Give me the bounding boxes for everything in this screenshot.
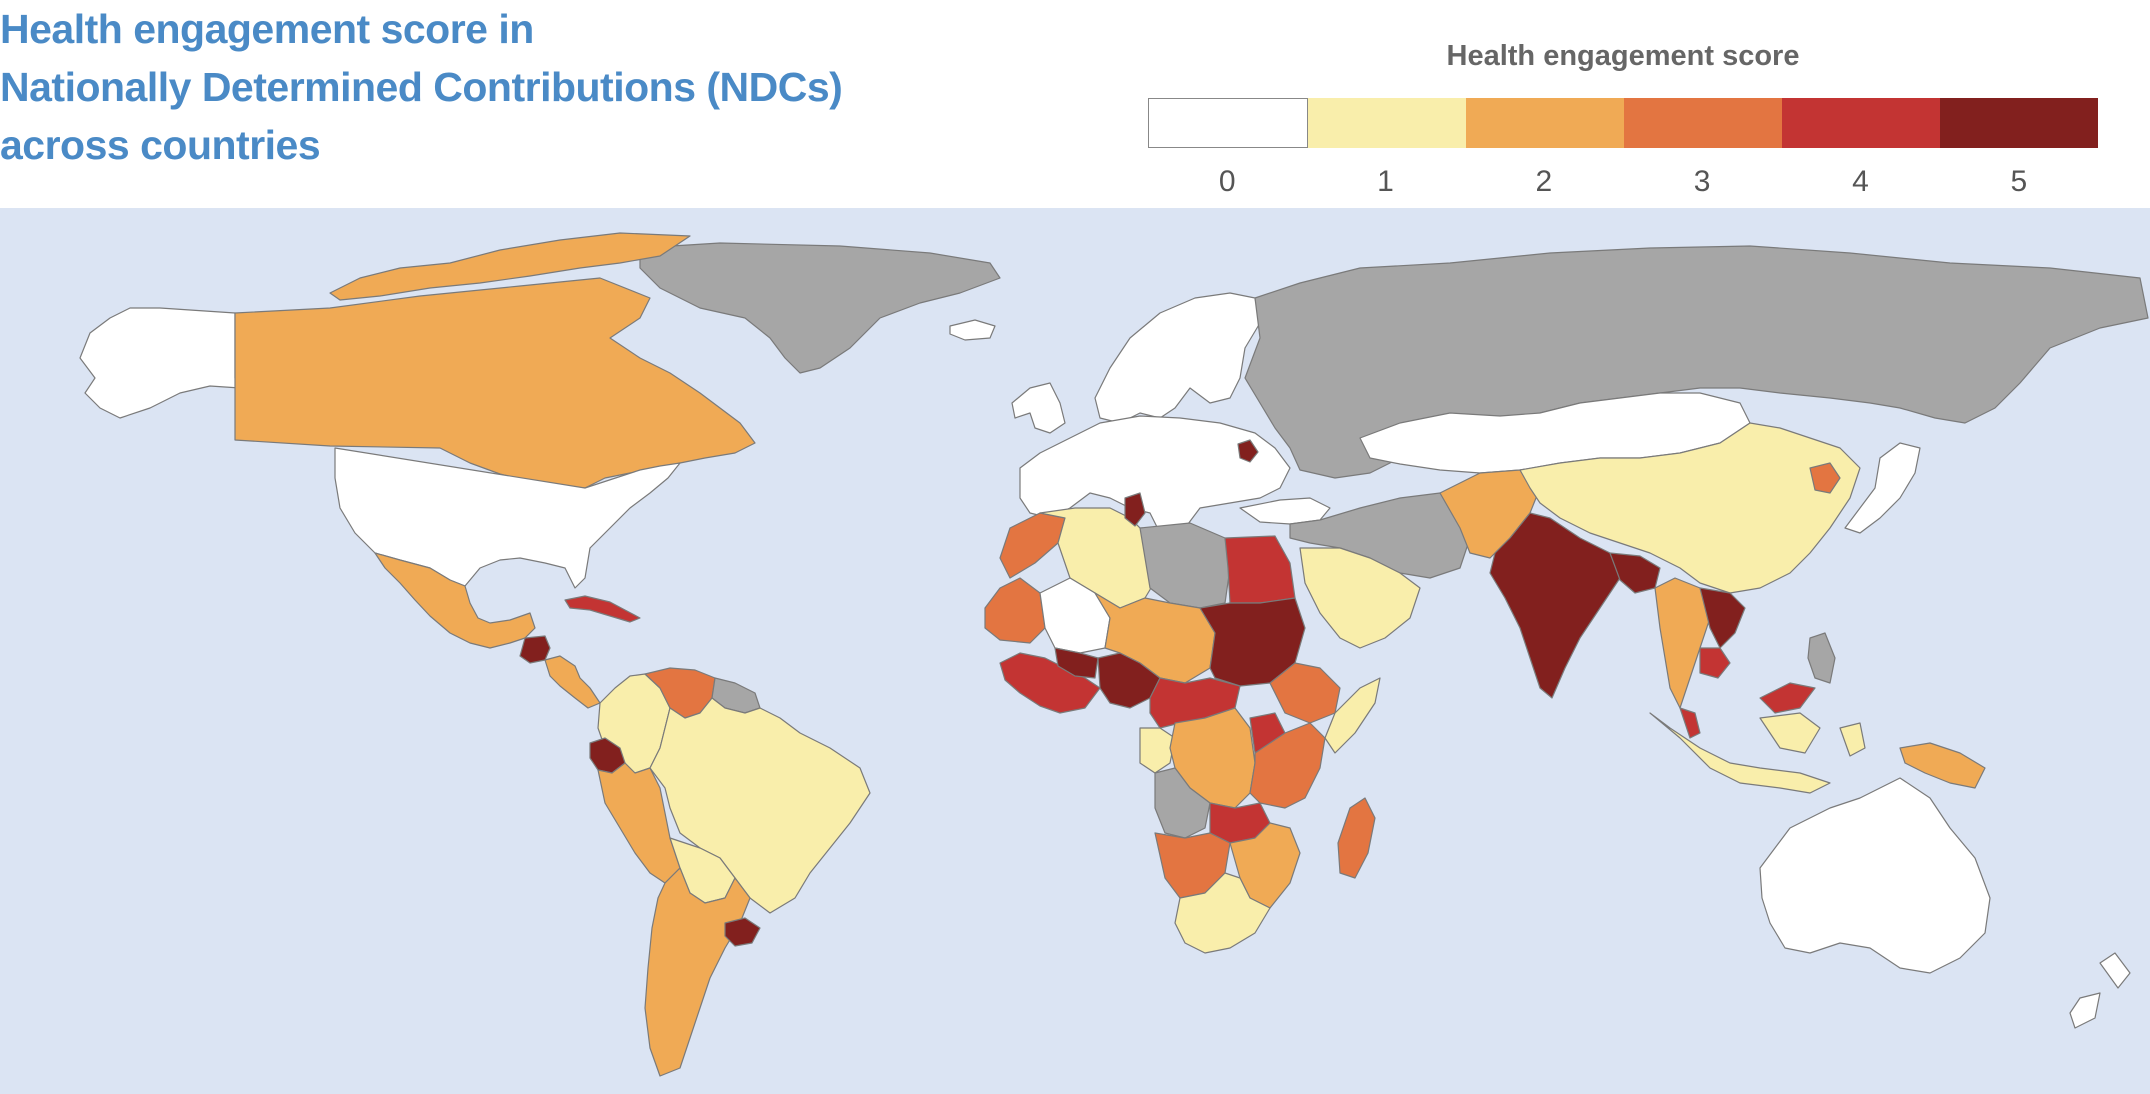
region-canada-arctic-islands: [329, 232, 691, 301]
region-vietnam-laos: [1699, 587, 1746, 649]
legend-tick-5: 5: [2010, 165, 2028, 198]
region-india: [1489, 512, 1621, 699]
region-uruguay: [724, 917, 761, 947]
region-indonesia: [1649, 712, 1866, 794]
legend-swatch-0: [1148, 98, 1308, 148]
region-iceland: [949, 319, 996, 341]
region-papua-new-guinea: [1899, 742, 1986, 789]
region-western-europe: [1019, 415, 1291, 544]
region-burkina-faso: [1054, 647, 1099, 679]
map-title: Health engagement score in Nationally De…: [0, 0, 900, 174]
region-madagascar: [1337, 797, 1376, 879]
title-line-2: Nationally Determined Contributions (NDC…: [0, 64, 843, 110]
region-somalia: [1324, 677, 1381, 754]
region-canada: [234, 277, 756, 489]
region-scandinavia: [1094, 292, 1261, 424]
region-cuba: [564, 595, 641, 623]
legend-swatch-5: [1940, 98, 2098, 148]
legend-tick-2: 2: [1535, 165, 1553, 198]
region-north-korea: [1809, 462, 1841, 494]
legend-tick-labels: 0 1 2 3 4 5: [1148, 165, 2098, 199]
world-map: [0, 208, 2150, 1094]
region-iran-middle-east: [1289, 492, 1471, 579]
region-egypt: [1224, 535, 1296, 604]
title-line-3: across countries: [0, 122, 321, 168]
legend-tick-4: 4: [1852, 165, 1869, 198]
region-malaysia: [1679, 682, 1816, 739]
legend-swatch-3: [1624, 98, 1782, 148]
region-niger-chad: [1094, 592, 1216, 684]
legend-title: Health engagement score: [1446, 40, 1800, 72]
region-mauritania: [984, 577, 1046, 644]
legend-color-bar: [1148, 98, 2098, 148]
region-philippines: [1807, 632, 1836, 684]
region-central-america: [544, 655, 601, 709]
region-japan: [1844, 442, 1921, 534]
legend-swatch-2: [1466, 98, 1624, 148]
region-angola: [1154, 767, 1211, 839]
region-cambodia: [1699, 647, 1731, 679]
legend-tick-0: 0: [1218, 165, 1236, 198]
region-south-africa: [1174, 872, 1271, 954]
region-bangladesh-nepal: [1609, 552, 1661, 594]
region-libya: [1139, 522, 1231, 609]
world-map-svg: [79, 232, 2149, 1077]
region-argentina-chile: [644, 867, 751, 1077]
region-guatemala: [519, 635, 551, 664]
region-kenya-tanzania: [1249, 722, 1326, 809]
region-china: [1519, 422, 1861, 594]
region-drc: [1169, 707, 1256, 809]
region-gabon-congo: [1139, 727, 1176, 774]
region-moldova: [1237, 439, 1259, 463]
region-tunisia: [1124, 492, 1146, 527]
region-west-africa-coast: [999, 652, 1101, 714]
region-myanmar-thailand: [1654, 577, 1711, 709]
region-australia: [1759, 777, 1991, 974]
region-greenland: [639, 242, 1001, 374]
region-turkey: [1239, 497, 1331, 525]
region-new-zealand: [2069, 952, 2131, 1029]
title-line-1: Health engagement score in: [0, 6, 534, 52]
region-mexico: [374, 552, 536, 649]
legend-swatch-1: [1308, 98, 1466, 148]
region-uk-ireland: [1011, 382, 1066, 434]
legend-swatch-4: [1782, 98, 1940, 148]
legend-tick-3: 3: [1693, 165, 1711, 198]
region-ethiopia: [1269, 662, 1341, 724]
region-saudi-arabia: [1299, 547, 1421, 649]
legend-tick-1: 1: [1377, 165, 1394, 198]
region-morocco: [999, 512, 1066, 579]
